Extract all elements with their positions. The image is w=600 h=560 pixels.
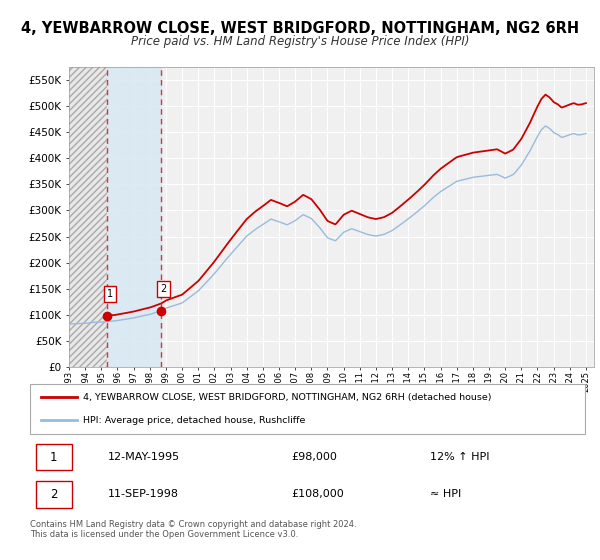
Text: 1: 1 xyxy=(106,289,113,299)
Text: 2: 2 xyxy=(160,284,167,294)
Text: 11-SEP-1998: 11-SEP-1998 xyxy=(108,489,179,499)
Text: 4, YEWBARROW CLOSE, WEST BRIDGFORD, NOTTINGHAM, NG2 6RH (detached house): 4, YEWBARROW CLOSE, WEST BRIDGFORD, NOTT… xyxy=(83,393,491,402)
FancyBboxPatch shape xyxy=(35,481,71,507)
Text: £108,000: £108,000 xyxy=(291,489,344,499)
Text: 4, YEWBARROW CLOSE, WEST BRIDGFORD, NOTTINGHAM, NG2 6RH: 4, YEWBARROW CLOSE, WEST BRIDGFORD, NOTT… xyxy=(21,21,579,36)
Text: 12% ↑ HPI: 12% ↑ HPI xyxy=(430,452,489,462)
Bar xyxy=(107,67,161,367)
Text: Price paid vs. HM Land Registry's House Price Index (HPI): Price paid vs. HM Land Registry's House … xyxy=(131,35,469,48)
Text: £98,000: £98,000 xyxy=(291,452,337,462)
Text: 1: 1 xyxy=(50,451,58,464)
Text: Contains HM Land Registry data © Crown copyright and database right 2024.
This d: Contains HM Land Registry data © Crown c… xyxy=(30,520,356,539)
Text: 2: 2 xyxy=(50,488,58,501)
Bar xyxy=(69,67,107,367)
Text: 12-MAY-1995: 12-MAY-1995 xyxy=(108,452,180,462)
Bar xyxy=(69,67,107,367)
FancyBboxPatch shape xyxy=(35,444,71,470)
Text: HPI: Average price, detached house, Rushcliffe: HPI: Average price, detached house, Rush… xyxy=(83,416,305,425)
Text: ≈ HPI: ≈ HPI xyxy=(430,489,461,499)
FancyBboxPatch shape xyxy=(30,384,585,434)
